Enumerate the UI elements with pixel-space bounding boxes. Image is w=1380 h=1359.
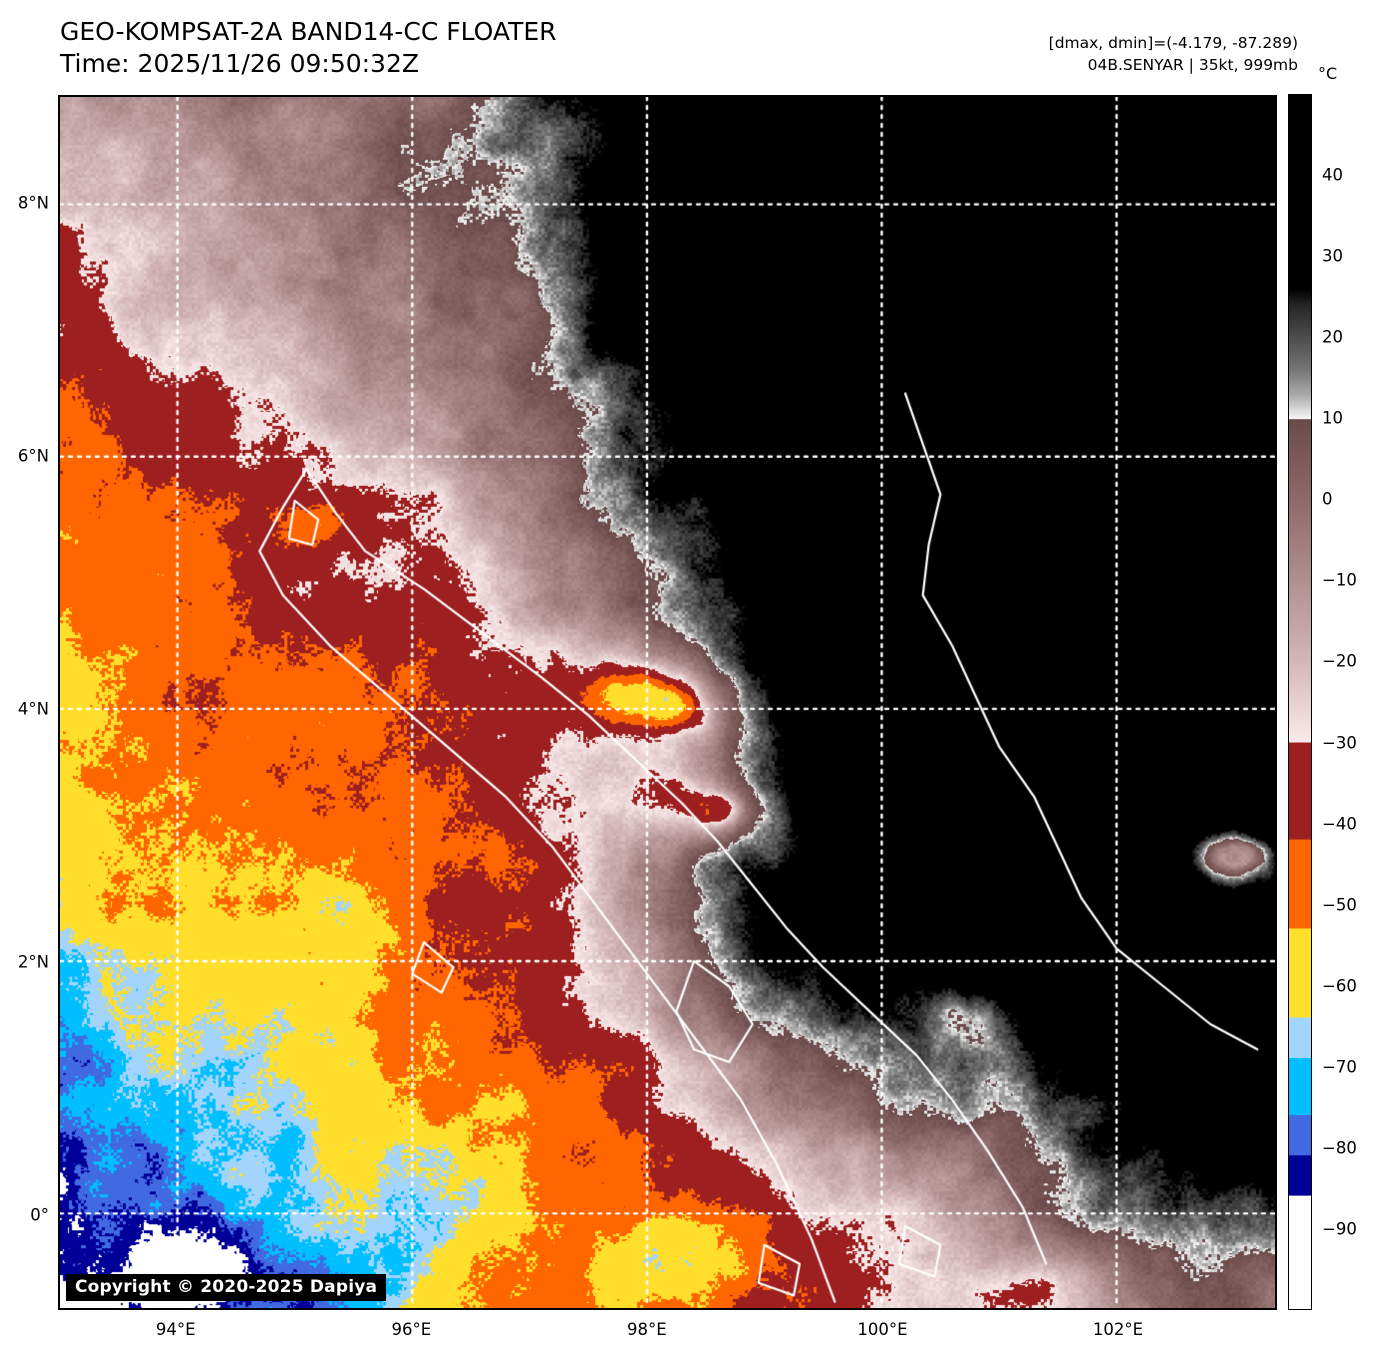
colorbar-tick-label: 10 bbox=[1322, 408, 1343, 428]
page-title: GEO-KOMPSAT-2A BAND14-CC FLOATER bbox=[60, 17, 557, 46]
colorbar-tick-label: −70 bbox=[1322, 1057, 1357, 1077]
colorbar-tick-label: −30 bbox=[1322, 733, 1357, 753]
colorbar-unit-label: °C bbox=[1318, 64, 1338, 83]
colorbar-tick-label: −10 bbox=[1322, 570, 1357, 590]
colorbar-tick-label: 30 bbox=[1322, 246, 1343, 266]
colorbar[interactable] bbox=[1288, 94, 1312, 1310]
lat-tick-label: 4°N bbox=[17, 699, 49, 719]
colorbar-tick-label: −20 bbox=[1322, 651, 1357, 671]
lon-tick-label: 94°E bbox=[155, 1320, 196, 1339]
colorbar-tick-label: 20 bbox=[1322, 327, 1343, 347]
colorbar-tick-label: −60 bbox=[1322, 976, 1357, 996]
lon-tick-label: 96°E bbox=[391, 1320, 432, 1339]
lat-tick-label: 2°N bbox=[17, 952, 49, 972]
lon-tick-label: 102°E bbox=[1092, 1320, 1144, 1339]
colorbar-tick-label: −80 bbox=[1322, 1138, 1357, 1158]
dmax-dmin-label: [dmax, dmin]=(-4.179, -87.289) bbox=[1048, 34, 1298, 52]
colorbar-tick-label: 40 bbox=[1322, 165, 1343, 185]
colorbar-tick-label: −50 bbox=[1322, 895, 1357, 915]
timestamp-label: Time: 2025/11/26 09:50:32Z bbox=[60, 49, 419, 78]
colorbar-gradient bbox=[1289, 95, 1311, 1309]
colorbar-tick-label: 0 bbox=[1322, 489, 1333, 509]
copyright-watermark: Copyright © 2020-2025 Dapiya bbox=[66, 1274, 387, 1301]
colorbar-tick-label: −40 bbox=[1322, 814, 1357, 834]
metadata-block: [dmax, dmin]=(-4.179, -87.289) 04B.SENYA… bbox=[1049, 32, 1298, 76]
title-block: GEO-KOMPSAT-2A BAND14-CC FLOATER Time: 2… bbox=[60, 16, 557, 80]
storm-info-label: 04B.SENYAR | 35kt, 999mb bbox=[1087, 56, 1298, 74]
lat-tick-label: 8°N bbox=[17, 193, 49, 213]
map-raster bbox=[60, 97, 1275, 1308]
lat-tick-label: 0° bbox=[30, 1205, 49, 1225]
lat-tick-label: 6°N bbox=[17, 446, 49, 466]
colorbar-tick-label: −90 bbox=[1322, 1219, 1357, 1239]
lon-tick-label: 98°E bbox=[627, 1320, 667, 1339]
satellite-map[interactable]: Copyright © 2020-2025 Dapiya bbox=[58, 95, 1277, 1310]
lon-tick-label: 100°E bbox=[857, 1320, 908, 1339]
